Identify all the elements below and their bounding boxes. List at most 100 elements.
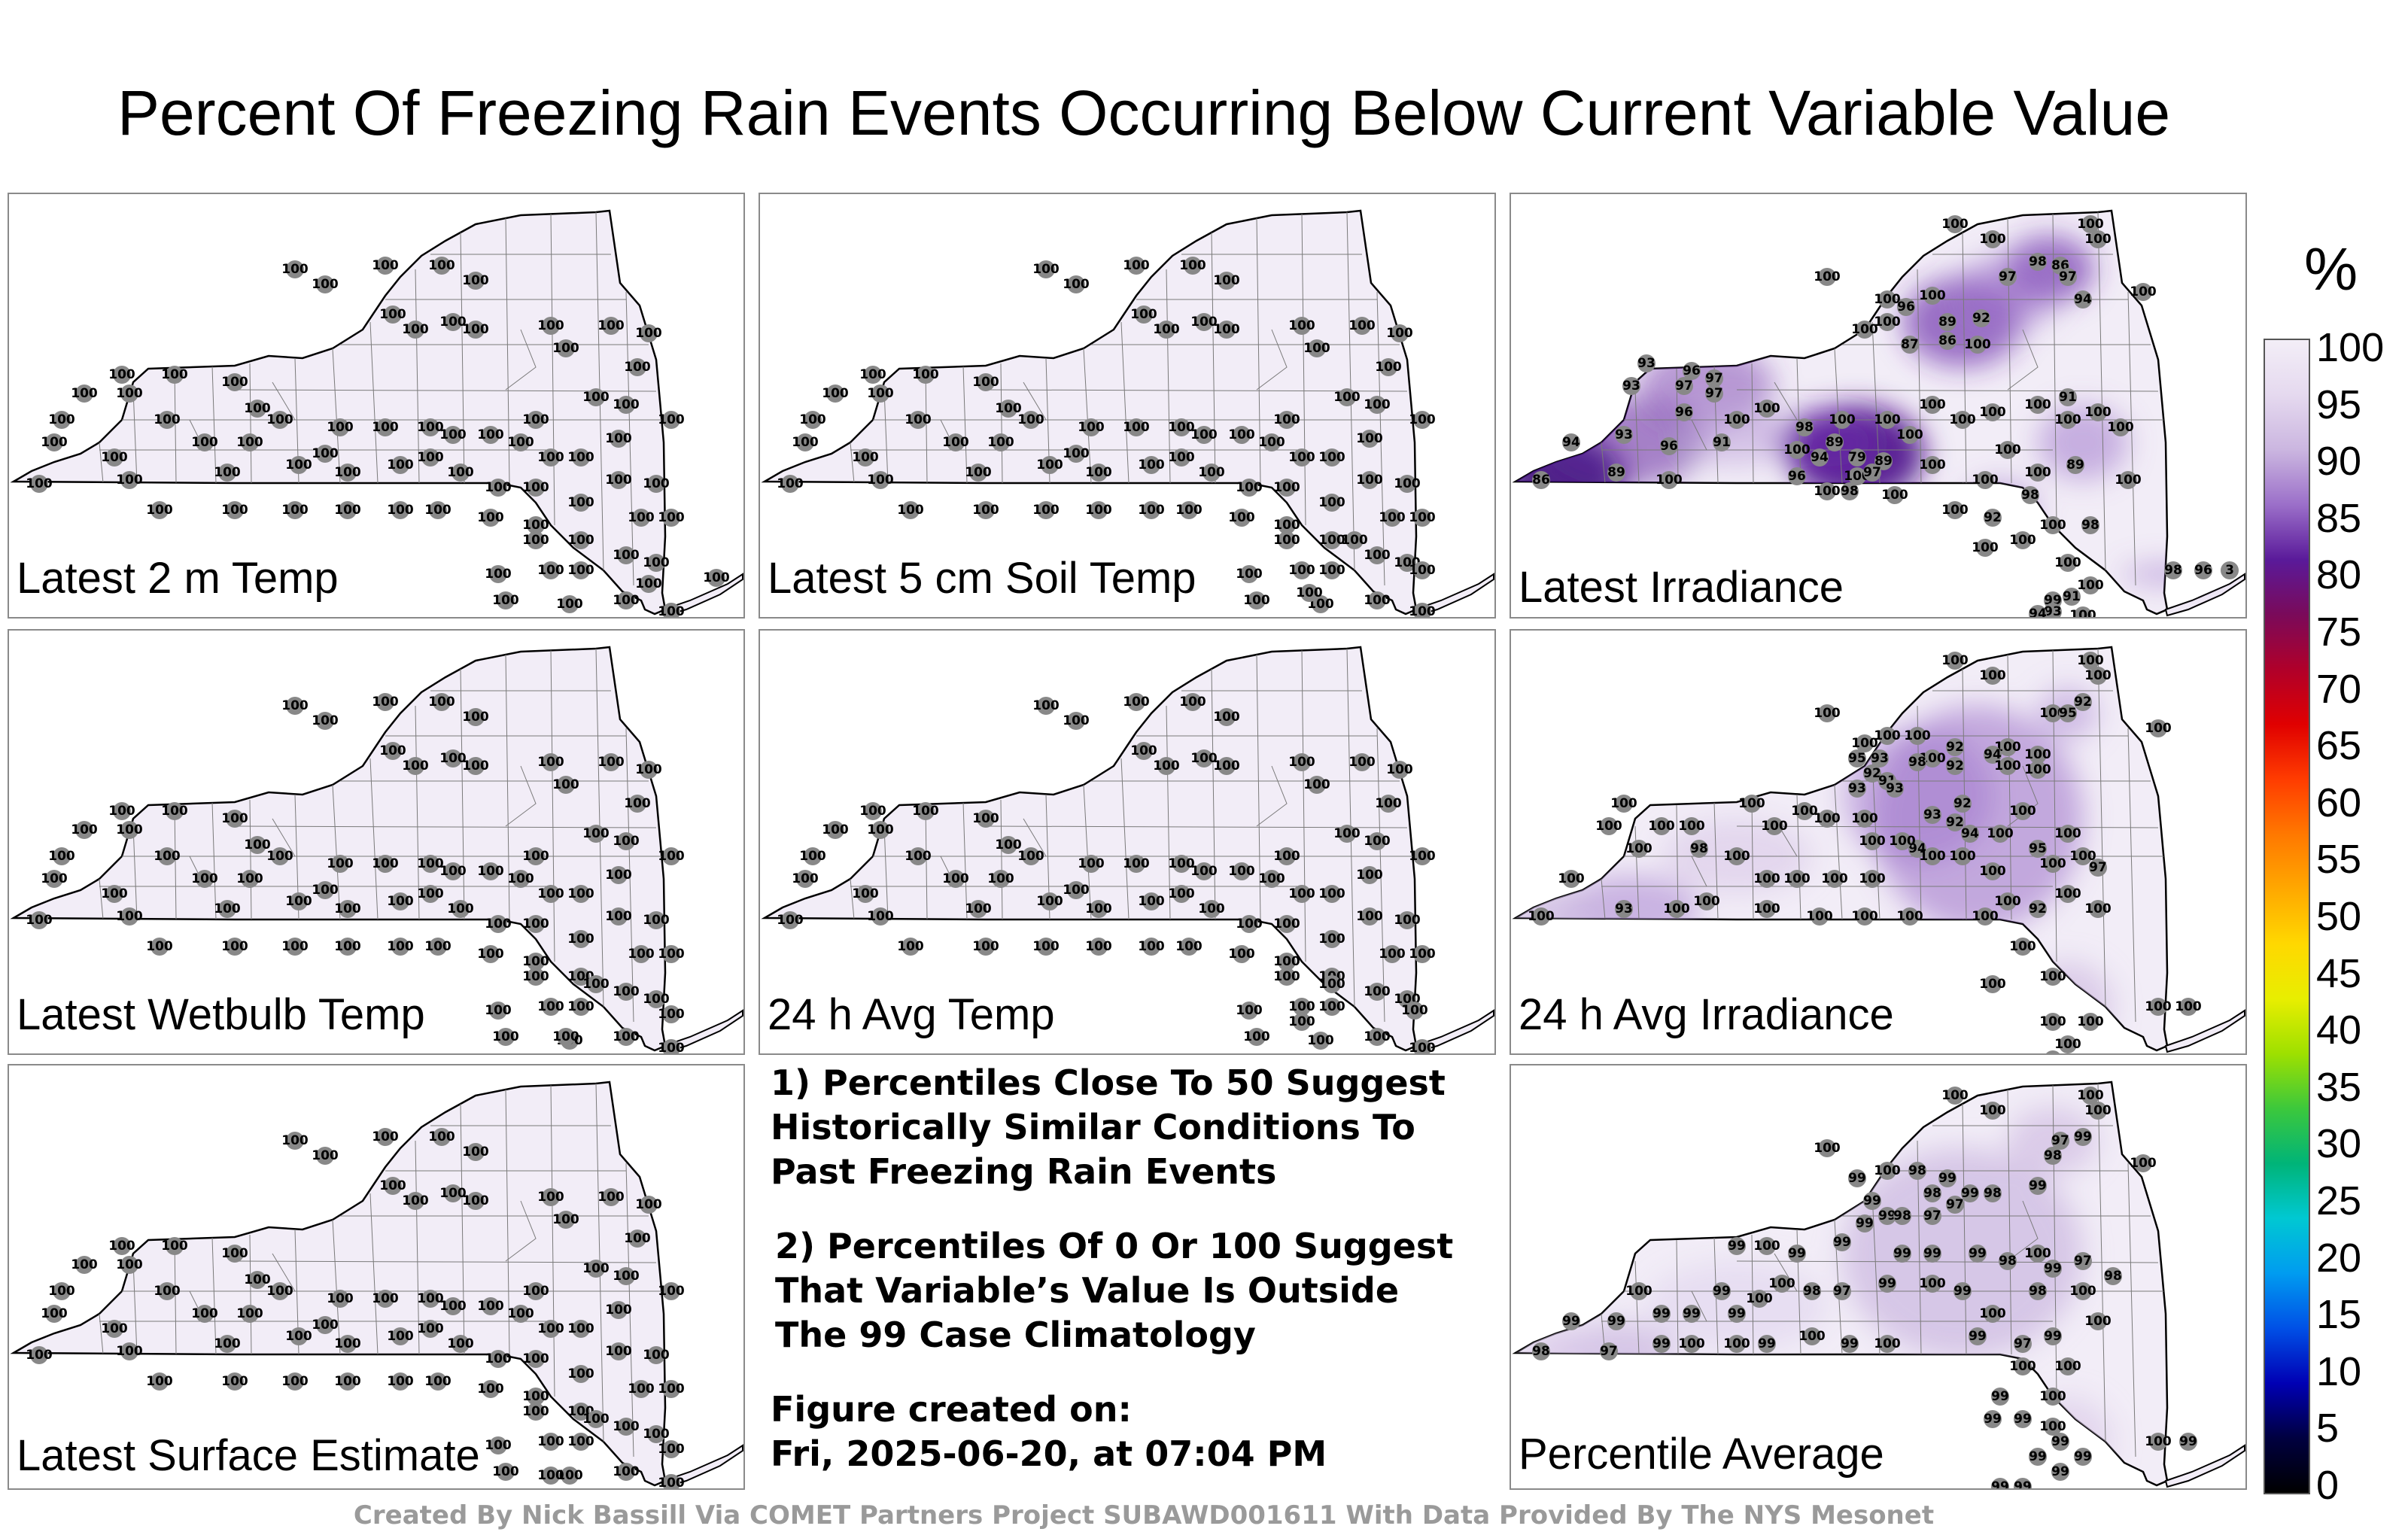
svg-text:100: 100 [1972, 909, 1999, 924]
svg-text:100: 100 [912, 804, 939, 819]
svg-text:100: 100 [1307, 1033, 1334, 1048]
station-marker: 99 [1938, 1169, 1956, 1187]
station-marker: 100 [379, 1177, 406, 1195]
station-marker: 100 [1190, 426, 1218, 444]
svg-text:100: 100 [635, 1197, 662, 1212]
station-marker: 100 [1063, 445, 1090, 463]
station-marker: 100 [387, 1372, 414, 1391]
station-marker: 100 [1972, 539, 1999, 557]
svg-text:100: 100 [1364, 984, 1391, 999]
svg-text:99: 99 [2044, 1261, 2062, 1276]
station-marker: 99 [2051, 1433, 2069, 1451]
svg-text:100: 100 [537, 886, 564, 901]
colorbar-tick-label: 10 [2316, 1348, 2362, 1394]
station-marker: 100 [995, 836, 1022, 854]
svg-text:100: 100 [2130, 284, 2157, 299]
svg-text:100: 100 [2024, 747, 2051, 762]
svg-text:100: 100 [643, 476, 670, 491]
station-marker: 100 [867, 821, 894, 839]
svg-text:100: 100 [214, 901, 241, 916]
station-marker: 100 [628, 945, 655, 963]
svg-text:100: 100 [334, 939, 361, 954]
station-marker: 96 [1683, 362, 1701, 380]
svg-text:100: 100 [2039, 1419, 2066, 1434]
station-marker: 100 [1558, 870, 1585, 888]
svg-text:100: 100 [1972, 540, 1999, 555]
svg-text:93: 93 [1871, 751, 1889, 766]
station-marker: 100 [613, 396, 640, 414]
panel-label: Percentile Average [1519, 1430, 1884, 1479]
station-marker: 100 [522, 915, 549, 933]
svg-text:100: 100 [334, 1336, 361, 1351]
station-marker: 100 [146, 501, 173, 519]
svg-text:92: 92 [1953, 796, 1972, 811]
station-marker: 100 [537, 998, 564, 1016]
svg-text:100: 100 [1979, 1103, 2006, 1118]
svg-text:100: 100 [191, 1306, 218, 1321]
svg-text:100: 100 [417, 856, 444, 871]
svg-text:92: 92 [2029, 901, 2047, 916]
svg-text:100: 100 [852, 886, 879, 901]
station-marker: 100 [417, 448, 444, 467]
station-marker: 100 [2069, 847, 2096, 865]
svg-text:98: 98 [1795, 420, 1814, 435]
svg-text:100: 100 [658, 1007, 685, 1022]
station-marker: 98 [2104, 1267, 2122, 1285]
station-marker: 99 [1961, 1184, 1979, 1202]
svg-text:100: 100 [1949, 412, 1976, 427]
svg-text:100: 100 [312, 883, 339, 898]
note-line: 2) Percentiles Of 0 Or 100 Suggest [775, 1226, 1454, 1266]
svg-text:100: 100 [101, 450, 128, 465]
svg-text:100: 100 [1386, 762, 1413, 777]
svg-text:100: 100 [643, 913, 670, 928]
svg-text:100: 100 [905, 412, 932, 427]
station-marker: 100 [658, 603, 685, 617]
station-marker: 100 [522, 1388, 549, 1406]
svg-text:100: 100 [1130, 307, 1157, 322]
station-marker: 92 [1863, 764, 1881, 783]
svg-text:100: 100 [285, 894, 312, 909]
svg-text:100: 100 [1198, 901, 1225, 916]
station-marker: 100 [2039, 855, 2066, 873]
svg-text:100: 100 [1972, 473, 1999, 488]
svg-text:100: 100 [658, 510, 685, 525]
station-marker: 100 [658, 1005, 685, 1023]
svg-text:100: 100 [972, 811, 999, 826]
svg-text:100: 100 [2024, 465, 2051, 480]
svg-text:100: 100 [1288, 318, 1315, 333]
station-marker: 100 [379, 305, 406, 324]
svg-text:100: 100 [522, 412, 549, 427]
station-marker: 100 [1288, 317, 1315, 335]
colorbar-tick-label: 90 [2316, 439, 2362, 485]
station-marker: 100 [462, 1192, 489, 1210]
svg-text:100: 100 [372, 420, 399, 435]
svg-text:96: 96 [1788, 469, 1806, 484]
station-marker: 100 [116, 471, 143, 489]
svg-text:100: 100 [285, 457, 312, 473]
station-marker: 100 [1655, 471, 1683, 489]
svg-text:99: 99 [1938, 1171, 1956, 1186]
station-marker: 100 [1949, 411, 1976, 429]
svg-text:100: 100 [1168, 886, 1195, 901]
station-marker: 100 [552, 339, 579, 357]
station-marker: 100 [1896, 907, 1923, 926]
svg-text:98: 98 [1923, 1186, 1941, 1201]
station-marker: 100 [613, 832, 640, 850]
svg-text:98: 98 [2164, 563, 2182, 578]
svg-text:91: 91 [1713, 435, 1731, 450]
svg-text:100: 100 [1085, 465, 1112, 480]
svg-text:100: 100 [1364, 397, 1391, 412]
station-marker: 100 [236, 1305, 263, 1323]
new-york-state-outline [761, 209, 1418, 616]
svg-text:97: 97 [1833, 1284, 1851, 1299]
svg-text:100: 100 [1979, 1306, 2006, 1321]
svg-text:99: 99 [1893, 1246, 1911, 1261]
svg-text:100: 100 [1168, 856, 1195, 871]
station-marker: 99 [1713, 1282, 1731, 1300]
station-marker: 100 [1979, 667, 2006, 685]
svg-text:94: 94 [1908, 841, 1926, 856]
svg-text:99: 99 [2051, 1434, 2069, 1449]
svg-text:100: 100 [859, 804, 886, 819]
svg-text:95: 95 [2059, 706, 2077, 721]
svg-text:97: 97 [1705, 386, 1723, 401]
